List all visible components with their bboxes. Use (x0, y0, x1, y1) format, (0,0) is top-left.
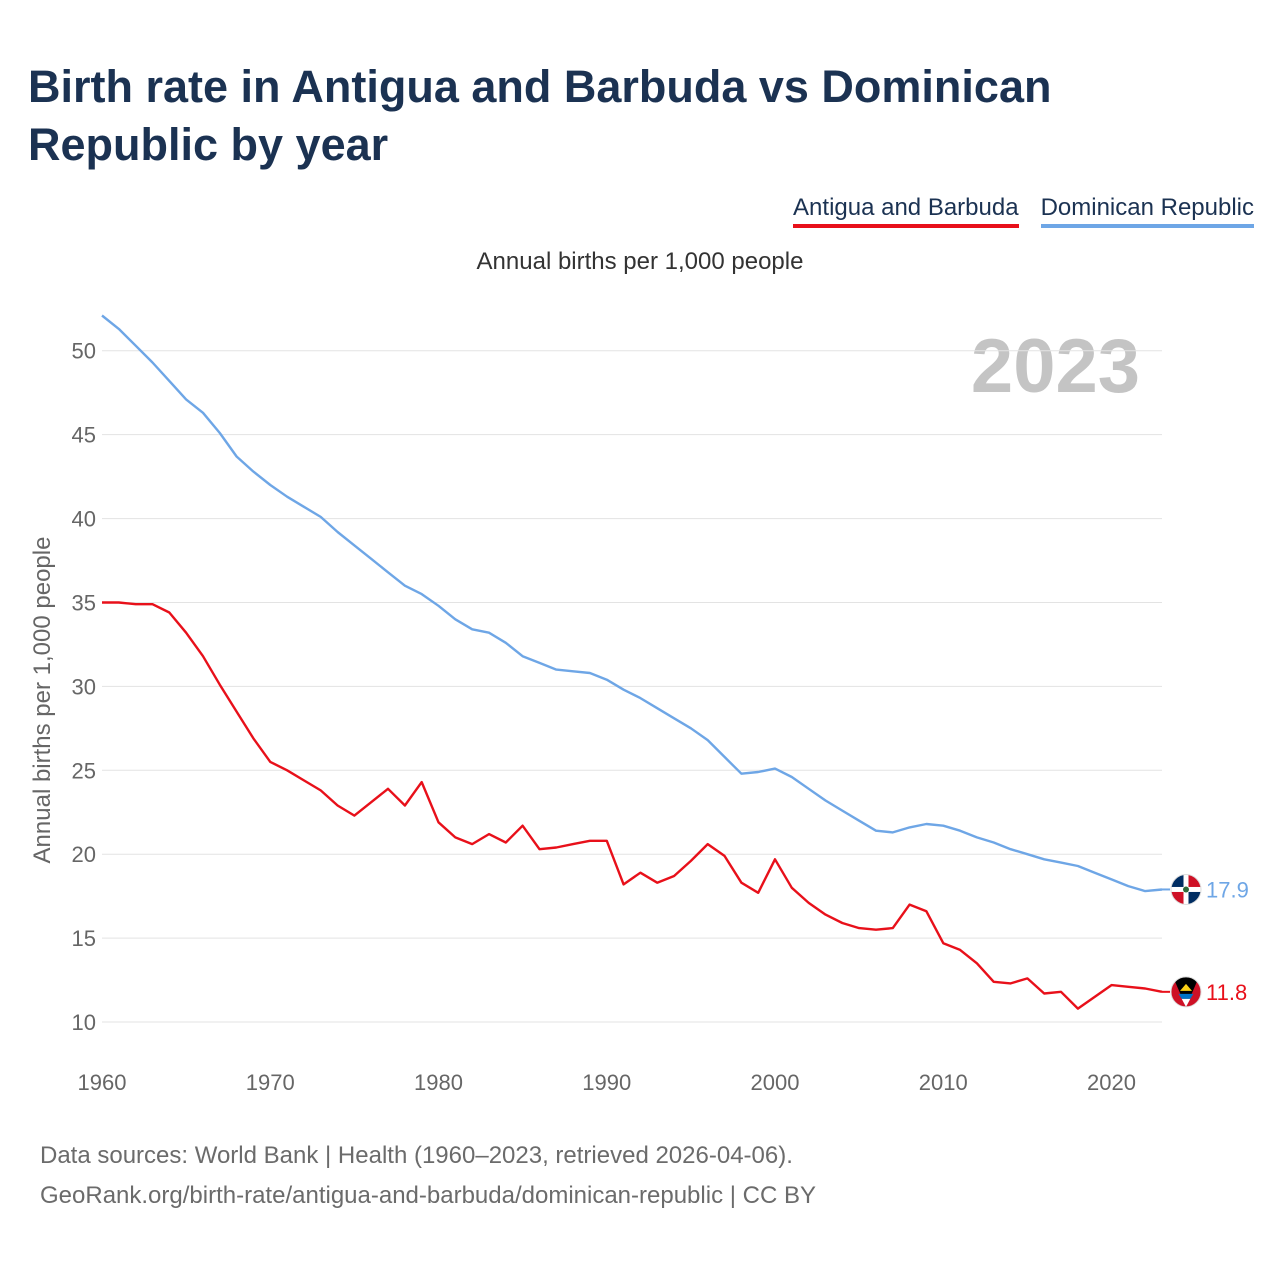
legend-item-dominican-republic[interactable]: Dominican Republic (1040, 194, 1254, 228)
footer: Data sources: World Bank | Health (1960–… (40, 1136, 816, 1216)
legend-item-antigua-and-barbuda[interactable]: Antigua and Barbuda (793, 194, 1019, 228)
series-line-dominican-republic[interactable] (101, 314, 1163, 893)
grid-lines (102, 350, 1162, 1023)
y-tick-label: 10 (72, 1010, 96, 1035)
x-tick-label: 1960 (78, 1070, 127, 1095)
antigua-and-barbuda-flag-icon (1170, 976, 1202, 1008)
series-lines (101, 314, 1163, 1010)
y-tick-label: 20 (72, 842, 96, 867)
footer-link[interactable]: GeoRank.org/birth-rate/antigua-and-barbu… (40, 1182, 816, 1209)
y-tick-label: 15 (72, 926, 96, 951)
y-tick-label: 25 (72, 758, 96, 783)
end-value-label: 17.9 (1206, 877, 1249, 902)
chart-title: Birth rate in Antigua and Barbuda vs Dom… (28, 61, 1052, 170)
x-tick-label: 2000 (751, 1070, 800, 1095)
y-axis-ticks: 10 15 20 25 30 35 40 45 50 (72, 339, 96, 1035)
series-end-labels: 17.9 11.8 (1162, 873, 1249, 1008)
x-tick-label: 1990 (582, 1070, 631, 1095)
x-tick-label: 2020 (1087, 1070, 1136, 1095)
x-tick-label: 2010 (919, 1070, 968, 1095)
dominican-republic-flag-icon (1170, 873, 1202, 905)
series-line-antigua-and-barbuda[interactable] (102, 601, 1163, 1010)
chart-subtitle: Annual births per 1,000 people (476, 248, 804, 275)
year-watermark: 2023 (971, 324, 1140, 409)
footer-sources: Data sources: World Bank | Health (1960–… (40, 1142, 793, 1169)
y-tick-label: 50 (72, 339, 96, 364)
y-tick-label: 35 (72, 590, 96, 615)
y-tick-label: 45 (72, 423, 96, 448)
x-tick-label: 1980 (414, 1070, 463, 1095)
x-tick-label: 1970 (246, 1070, 295, 1095)
legend: Antigua and Barbuda Dominican Republic (793, 194, 1254, 228)
y-tick-label: 40 (72, 507, 96, 532)
end-value-label: 11.8 (1206, 980, 1247, 1005)
y-tick-label: 30 (72, 674, 96, 699)
x-axis-ticks: 1960 1970 1980 1990 2000 2010 2020 (78, 1070, 1136, 1095)
y-axis-label: Annual births per 1,000 people (29, 537, 56, 864)
